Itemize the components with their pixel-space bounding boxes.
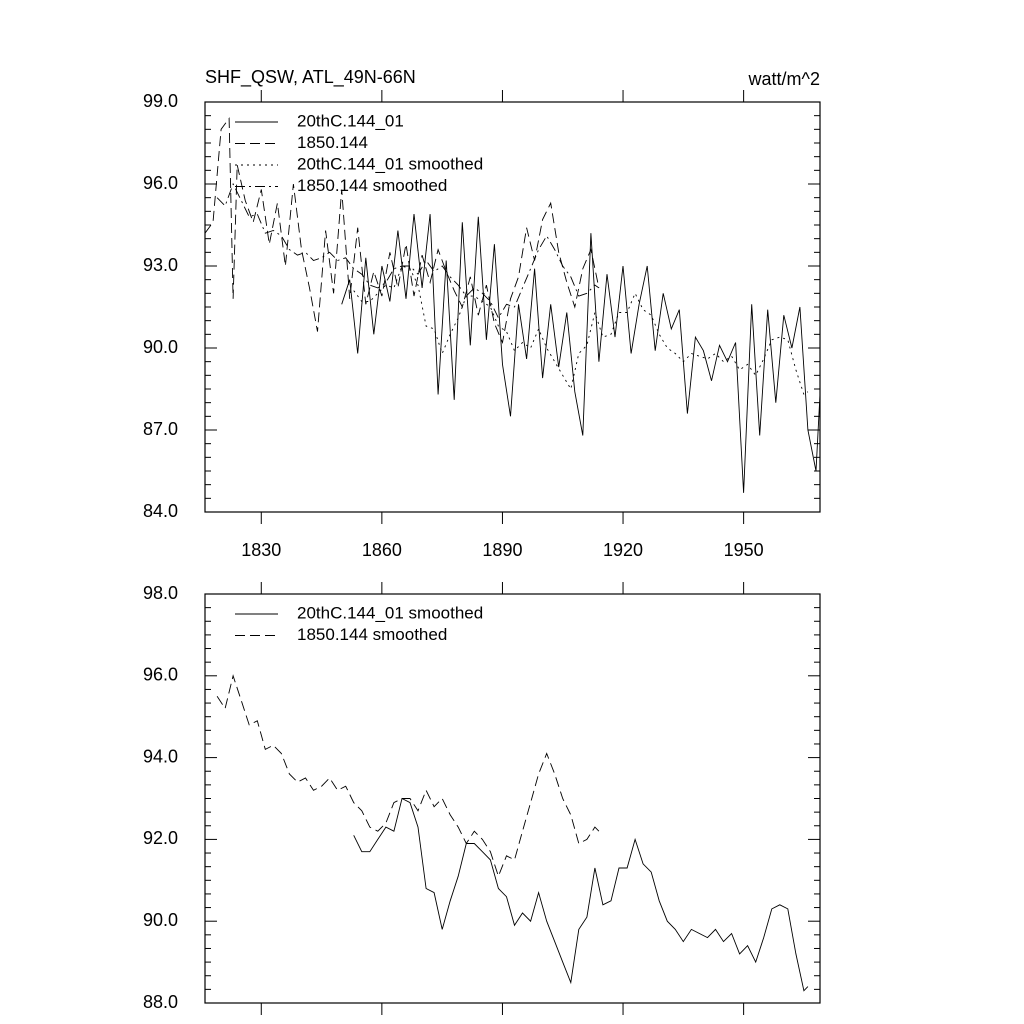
y-tick-label: 87.0 [143,419,178,439]
legend-label: 20thC.144_01 smoothed [297,154,483,173]
x-tick-label: 1860 [362,540,402,560]
data-line [353,265,809,396]
x-tick-label: 1950 [724,540,764,560]
x-tick-label: 1830 [241,540,281,560]
plot-frame [204,593,821,1004]
y-tick-label: 84.0 [143,501,178,521]
data-line [216,182,600,319]
legend-label: 1850.144 [297,133,368,152]
units-label: watt/m^2 [748,69,820,89]
data-line [204,117,600,345]
y-tick-label: 98.0 [143,583,178,603]
y-tick-label: 92.0 [143,828,178,848]
y-tick-label: 90.0 [143,337,178,357]
x-tick-label: 1890 [482,540,522,560]
data-line [216,674,600,878]
y-tick-label: 93.0 [143,255,178,275]
legend-label: 1850.144 smoothed [297,176,447,195]
y-tick-label: 96.0 [143,665,178,685]
data-line [341,214,821,493]
y-tick-label: 88.0 [143,992,178,1012]
y-tick-label: 94.0 [143,746,178,766]
y-tick-label: 90.0 [143,910,178,930]
chart-title: SHF_QSW, ATL_49N-66N [205,67,416,88]
y-tick-label: 96.0 [143,173,178,193]
y-tick-label: 99.0 [143,91,178,111]
legend-label: 20thC.144_01 smoothed [297,603,483,622]
data-line [353,797,809,992]
legend-label: 20thC.144_01 [297,111,404,130]
legend-label: 1850.144 smoothed [297,625,447,644]
x-tick-label: 1920 [603,540,643,560]
